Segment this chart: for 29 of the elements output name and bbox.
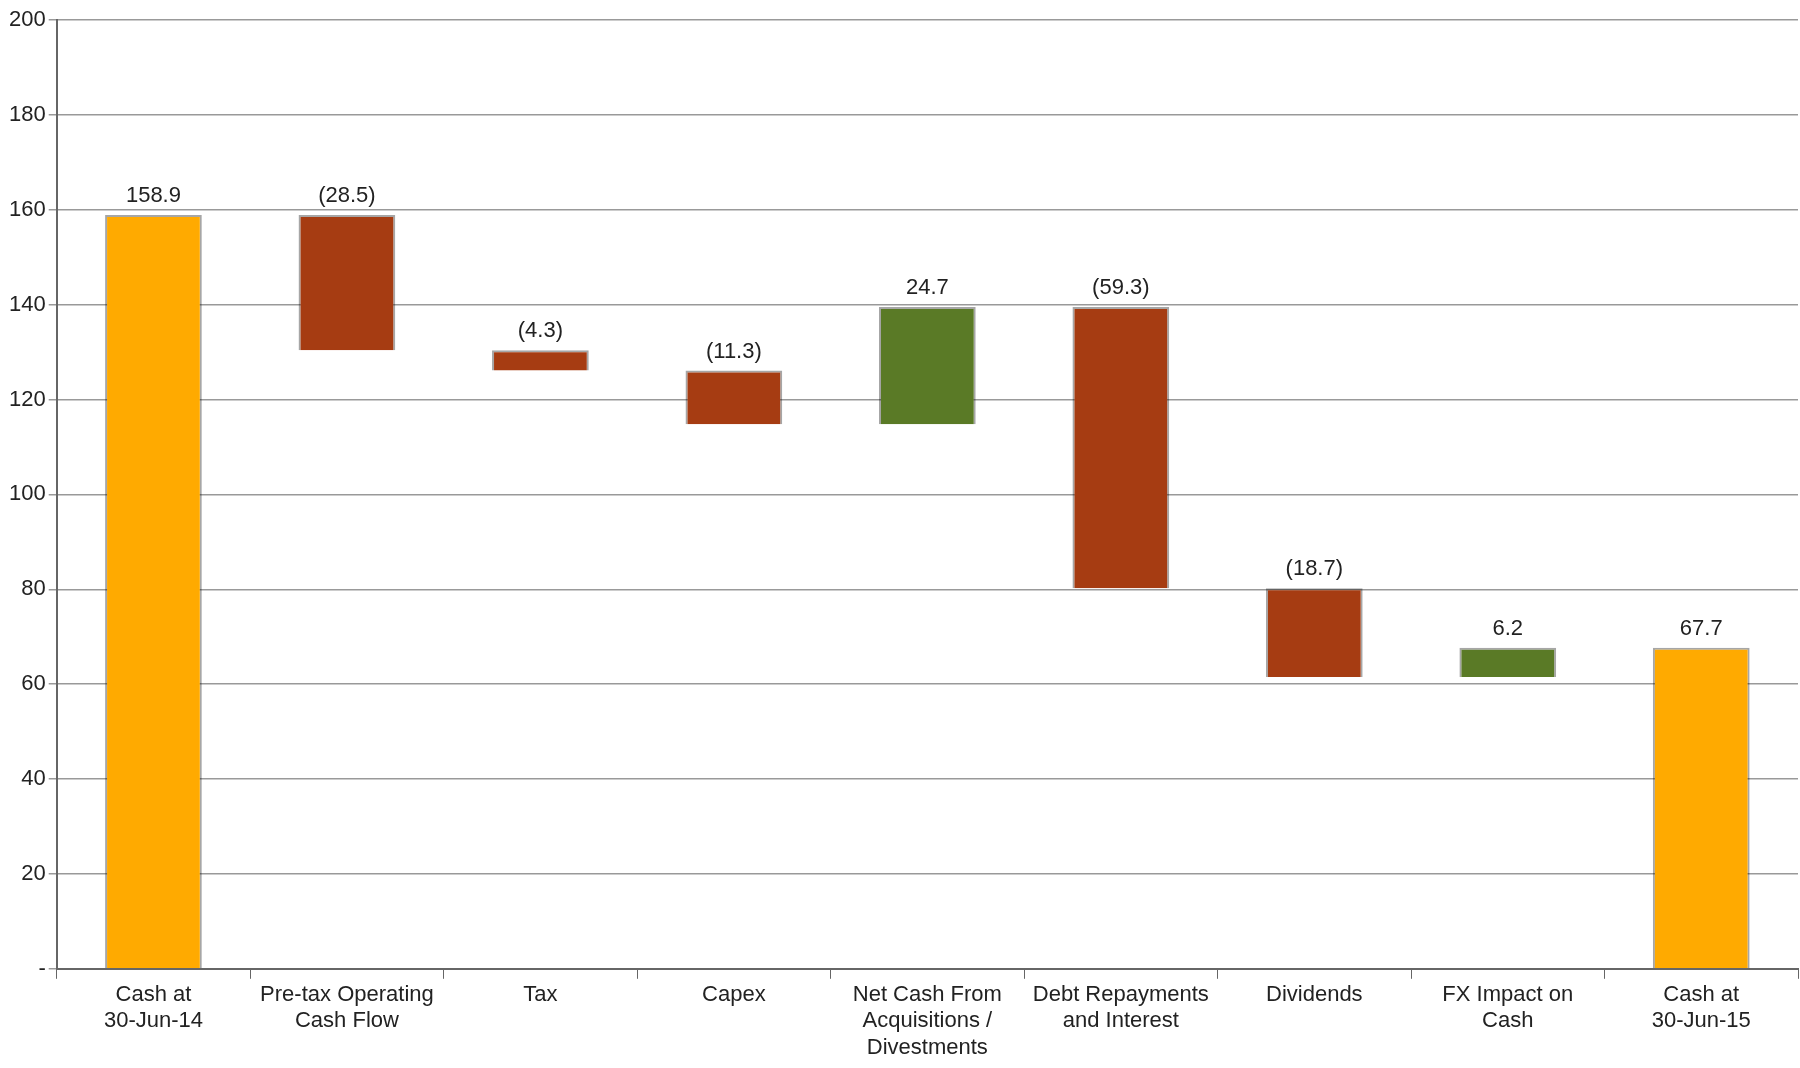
data-label: (11.3) — [705, 337, 762, 363]
x-tick-label: Cash at 30-Jun-14 — [103, 981, 203, 1033]
y-tick-label: 180 — [8, 100, 46, 126]
x-tick-label: Pre-tax Operating Cash Flow — [260, 981, 434, 1033]
data-label: 158.9 — [125, 182, 181, 208]
y-tick-label: 80 — [21, 575, 46, 601]
x-tick-label: Dividends — [1266, 981, 1363, 1007]
y-tick-label: 60 — [21, 670, 46, 696]
x-tick-label: Debt Repayments and Interest — [1032, 981, 1209, 1033]
y-tick-label: 100 — [8, 480, 46, 506]
y-tick-label: 140 — [8, 290, 46, 316]
x-tick-label: Cash at 30-Jun-15 — [1651, 981, 1751, 1033]
x-tick-label: Net Cash From Acquisitions / Divestments — [852, 981, 1002, 1059]
data-label: 6.2 — [1492, 614, 1524, 640]
data-label: (59.3) — [1092, 274, 1150, 300]
y-tick-label: 20 — [21, 859, 46, 885]
x-tick-label: Tax — [523, 981, 558, 1007]
data-label: 24.7 — [905, 274, 949, 300]
y-tick-label: 40 — [21, 765, 46, 791]
data-label: (18.7) — [1285, 555, 1344, 581]
data-label: (28.5) — [318, 182, 376, 208]
y-tick-label: 120 — [8, 385, 46, 411]
y-tick-label: - — [38, 954, 46, 980]
x-tick-label: FX Impact on Cash — [1442, 981, 1574, 1033]
data-label: (4.3) — [517, 317, 564, 343]
y-tick-label: 200 — [8, 6, 46, 32]
x-tick-label: Capex — [702, 981, 766, 1007]
data-label: 67.7 — [1679, 614, 1723, 640]
y-tick-label: 160 — [8, 195, 46, 221]
